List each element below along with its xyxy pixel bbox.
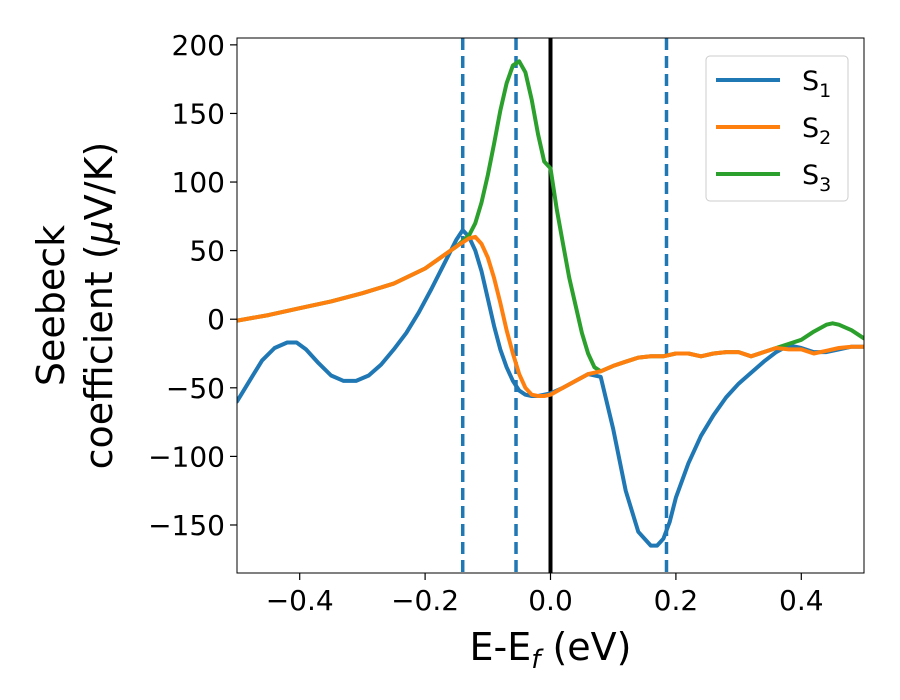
x-tick-label: 0.0	[528, 584, 573, 617]
y-axis-label-line2: coefficient (μV/K)	[77, 142, 121, 470]
y-axis-ticks: −150 −100 −50 0 50 100 150 200	[148, 29, 237, 542]
legend: S1 S2 S3	[705, 55, 849, 202]
y-axis-label-line1: Seebeck	[29, 225, 73, 386]
x-tick-label: 0.2	[654, 584, 699, 617]
series-line-s2	[237, 234, 864, 398]
x-axis-label-main: E-E	[470, 625, 532, 669]
legend-label-s1: S1	[802, 66, 831, 102]
y-tick-label: 200	[172, 29, 225, 62]
x-axis-label: E-Ef (eV)	[470, 625, 632, 675]
legend-label-s2: S2	[802, 113, 831, 149]
y-axis-label-line2-start: coefficient (	[77, 244, 121, 469]
y-axis-label-line2-end: V/K)	[77, 142, 121, 221]
series-lines	[237, 59, 864, 548]
y-axis-label-mu: μ	[77, 220, 121, 245]
y-tick-label: −150	[148, 509, 225, 542]
y-tick-label: 150	[172, 97, 225, 130]
x-tick-label: −0.2	[391, 584, 459, 617]
legend-label-s3: S3	[802, 160, 831, 196]
y-tick-label: 100	[172, 166, 225, 199]
y-tick-label: 0	[207, 303, 225, 336]
x-tick-label: 0.4	[779, 584, 824, 617]
reference-lines	[460, 38, 669, 573]
y-tick-label: −100	[148, 440, 225, 473]
x-axis-ticks: −0.4 −0.2 0.0 0.2 0.4	[266, 573, 824, 617]
y-axis-label: Seebeck coefficient (μV/K)	[29, 142, 121, 470]
y-tick-label: −50	[166, 372, 225, 405]
legend-entries: S1 S2 S3	[716, 66, 831, 196]
y-tick-label: 50	[189, 235, 225, 268]
x-axis-label-unit: (eV)	[540, 625, 631, 669]
x-tick-label: −0.4	[266, 584, 334, 617]
